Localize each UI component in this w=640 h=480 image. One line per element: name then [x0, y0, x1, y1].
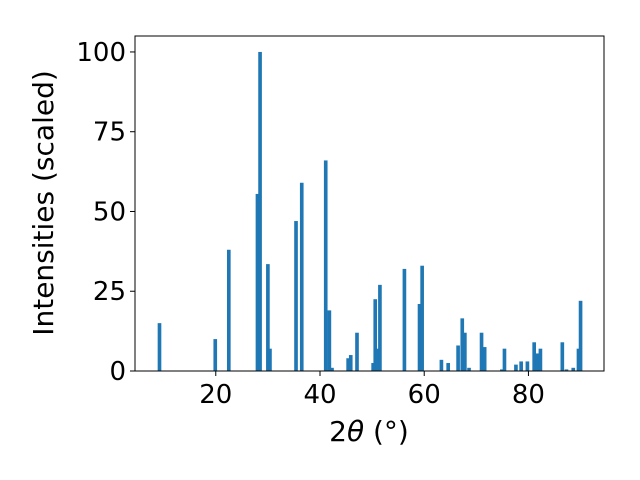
y-tick-label: 75 [93, 118, 126, 148]
y-axis-label: Intensities (scaled) [27, 70, 60, 336]
bar [355, 332, 359, 371]
x-tick-label: 20 [199, 380, 232, 410]
bar [446, 363, 451, 371]
bar [378, 284, 382, 371]
bar [371, 363, 375, 371]
y-tick-label: 25 [93, 277, 126, 307]
bar [514, 364, 518, 371]
bar [330, 367, 334, 371]
bar [500, 369, 504, 371]
x-tick-label: 40 [303, 380, 336, 410]
bar [348, 355, 353, 371]
bar [213, 339, 218, 371]
bar [375, 348, 380, 371]
bar [460, 318, 465, 371]
bar [482, 347, 487, 371]
bar [578, 300, 583, 371]
bar [571, 367, 576, 371]
bar [439, 359, 444, 371]
bar [467, 367, 471, 371]
bar [327, 310, 332, 371]
bar [560, 342, 565, 371]
plot-frame [134, 35, 605, 372]
bar [525, 361, 530, 371]
bar [502, 348, 507, 371]
bar [576, 348, 581, 371]
bar [373, 299, 378, 371]
bar [258, 51, 262, 371]
bar [519, 361, 523, 371]
x-axis-ticks: 20 40 60 80 [199, 371, 545, 410]
bar [402, 268, 407, 371]
y-tick-label: 100 [76, 38, 126, 68]
bar [463, 332, 467, 371]
bar [417, 304, 422, 371]
y-tick-label: 0 [109, 357, 126, 387]
bar [266, 264, 270, 371]
y-axis-ticks: 0 25 50 75 100 [76, 38, 135, 387]
bar [420, 265, 424, 371]
bar [346, 358, 350, 371]
bar [299, 182, 304, 371]
y-tick-label: 50 [93, 197, 126, 227]
axes [134, 35, 605, 372]
x-tick-label: 60 [408, 380, 441, 410]
bar [532, 342, 536, 371]
x-tick-label: 80 [512, 380, 545, 410]
bar [538, 348, 543, 371]
bar-series [157, 51, 583, 371]
bar [294, 221, 298, 371]
bar [564, 369, 569, 371]
x-axis-label: 2θ (°) [329, 415, 409, 448]
bar [456, 345, 460, 371]
bar [255, 193, 260, 371]
bar [535, 353, 540, 371]
bar [157, 323, 162, 371]
bar [268, 348, 272, 371]
bar [479, 332, 484, 371]
bar [323, 160, 328, 371]
bar [226, 249, 231, 371]
